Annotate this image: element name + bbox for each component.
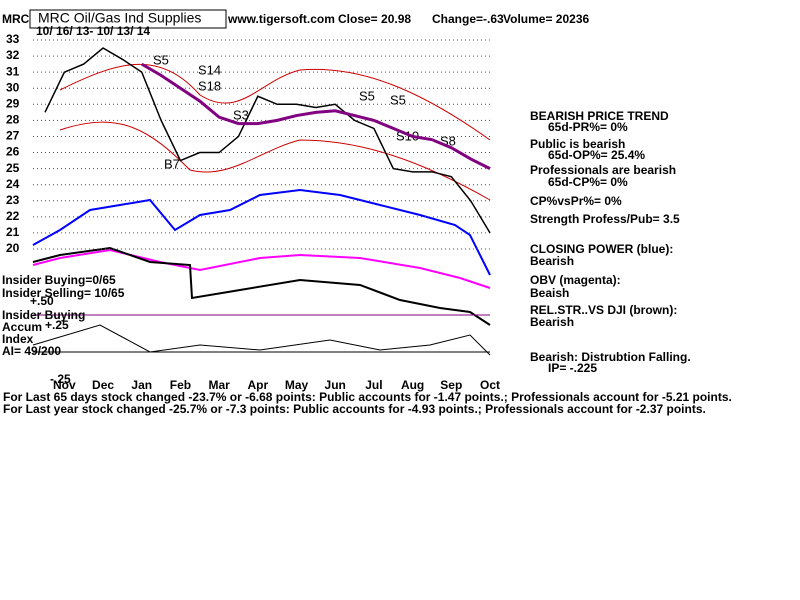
y-tick-label: 21 bbox=[6, 225, 20, 239]
x-tick-label: Jul bbox=[365, 378, 382, 392]
signal: B7 bbox=[164, 156, 180, 171]
chart-title: MRC Oil/Gas Ind Supplies bbox=[38, 10, 201, 26]
insider-selling: Insider Selling= 10/65 bbox=[2, 286, 125, 300]
accum-tick: -.25 bbox=[50, 372, 71, 386]
ai: AI= 49/200 bbox=[2, 344, 61, 358]
lower-band bbox=[59, 121, 491, 201]
y-tick-label: 33 bbox=[6, 32, 20, 46]
x-tick-label: Feb bbox=[170, 378, 191, 392]
symbol: MRC bbox=[2, 12, 30, 26]
y-tick-label: 26 bbox=[6, 145, 20, 159]
y-tick-label: 32 bbox=[6, 48, 20, 62]
signal: S3 bbox=[233, 107, 249, 122]
status: 65d-CP%= 0% bbox=[548, 175, 628, 189]
footer: For Last 65 days stock changed -23.7% or… bbox=[3, 390, 732, 404]
footer: For Last year stock changed -25.7% or -7… bbox=[3, 402, 706, 416]
price-line bbox=[44, 47, 491, 234]
accum-label: Accum bbox=[2, 320, 42, 334]
x-tick-label: May bbox=[285, 378, 309, 392]
y-tick-label: 22 bbox=[6, 209, 20, 223]
x-tick-label: Jan bbox=[131, 378, 152, 392]
status: REL.STR..VS DJI (brown): bbox=[530, 303, 677, 317]
status: OBV (magenta): bbox=[530, 273, 621, 287]
y-tick-label: 24 bbox=[6, 177, 20, 191]
accum-label: Index bbox=[2, 332, 34, 346]
x-tick-label: Sep bbox=[440, 378, 462, 392]
y-tick-label: 27 bbox=[6, 129, 20, 143]
rel-strength bbox=[32, 246, 491, 326]
status: 65d-PR%= 0% bbox=[548, 120, 628, 134]
status: IP= -.225 bbox=[548, 361, 597, 375]
signal: S5 bbox=[359, 88, 375, 103]
date-range: 10/ 16/ 13- 10/ 13/ 14 bbox=[36, 24, 150, 38]
status: Bearish: Distrubtion Falling. bbox=[530, 350, 691, 364]
change: Change=-.63 bbox=[432, 12, 504, 26]
accum-tick: +.50 bbox=[30, 294, 54, 308]
status: CLOSING POWER (blue): bbox=[530, 242, 673, 256]
y-tick-label: 30 bbox=[6, 80, 20, 94]
accum-ma bbox=[32, 324, 491, 356]
x-tick-label: Aug bbox=[401, 378, 424, 392]
status: Bearish bbox=[530, 254, 574, 268]
y-tick-label: 31 bbox=[6, 64, 20, 78]
closing-power bbox=[32, 188, 491, 276]
x-tick-label: Apr bbox=[247, 378, 268, 392]
x-tick-label: Mar bbox=[208, 378, 230, 392]
accum-label: Insider Buying bbox=[2, 308, 85, 322]
x-tick-label: Jun bbox=[325, 378, 346, 392]
right-panel: BEARISH PRICE TREND 65d-PR%= 0% Public i… bbox=[530, 109, 691, 375]
obv bbox=[32, 248, 491, 289]
site: www.tigersoft.com bbox=[227, 12, 335, 26]
signal: S5 bbox=[153, 52, 169, 67]
accum-tick: +.25 bbox=[45, 318, 69, 332]
y-tick-label: 23 bbox=[6, 193, 20, 207]
signal: S5 bbox=[390, 92, 406, 107]
y-tick-label: 28 bbox=[6, 113, 20, 127]
insider-buying: Insider Buying=0/65 bbox=[2, 273, 116, 287]
signal: S18 bbox=[198, 78, 221, 93]
volume: Volume= 20236 bbox=[503, 12, 589, 26]
status: Strength Profess/Pub= 3.5 bbox=[530, 212, 680, 226]
x-tick-label: Dec bbox=[92, 378, 114, 392]
price-line bbox=[140, 62, 491, 170]
y-tick-label: 29 bbox=[6, 96, 20, 110]
status: Beaish bbox=[530, 286, 569, 300]
signal: S14 bbox=[198, 62, 221, 77]
title-box bbox=[29, 9, 227, 29]
close: Close= 20.98 bbox=[338, 12, 411, 26]
status: 65d-OP%= 25.4% bbox=[548, 148, 645, 162]
y-tick-label: 20 bbox=[6, 241, 20, 255]
y-tick-label: 25 bbox=[6, 161, 20, 175]
status: Bearish bbox=[530, 315, 574, 329]
status: Public is bearish bbox=[530, 137, 625, 151]
status: CP%vsPr%= 0% bbox=[530, 194, 622, 208]
status: Professionals are bearish bbox=[530, 163, 676, 177]
x-tick-label: Nov bbox=[53, 378, 76, 392]
x-tick-label: Oct bbox=[480, 378, 500, 392]
status: BEARISH PRICE TREND bbox=[530, 109, 669, 123]
